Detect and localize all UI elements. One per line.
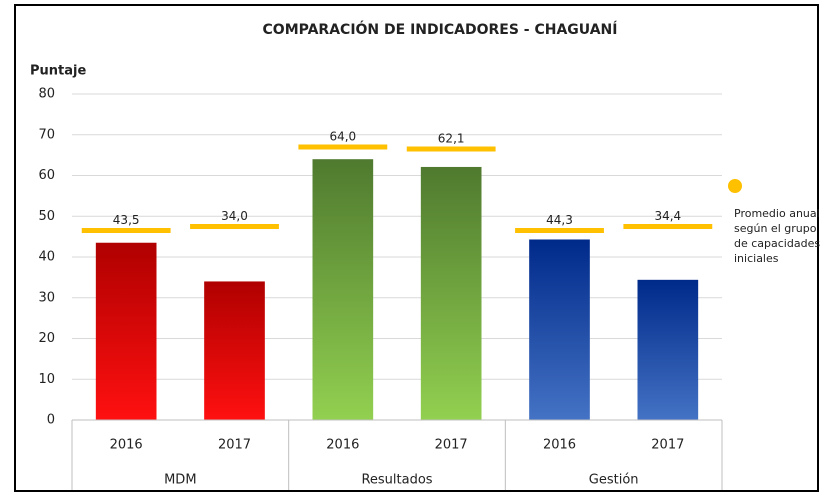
data-label: 34,4 xyxy=(654,209,681,223)
y-axis-label: Puntaje xyxy=(30,64,86,79)
bar xyxy=(637,279,699,420)
group-label: MDM xyxy=(164,473,196,488)
data-label: 34,0 xyxy=(221,209,248,223)
chart-title: COMPARACIÓN DE INDICADORES - CHAGUANÍ xyxy=(263,20,618,38)
y-tick-label: 10 xyxy=(38,372,55,387)
y-tick-label: 70 xyxy=(38,127,55,142)
legend-label: Promedio anual según el grupo de capacid… xyxy=(734,207,821,265)
legend-marker xyxy=(728,179,742,193)
x-tick-label: 2016 xyxy=(543,438,576,453)
x-tick-label: 2017 xyxy=(435,438,468,453)
data-label: 62,1 xyxy=(438,132,465,146)
y-tick-label: 0 xyxy=(47,413,55,428)
y-tick-label: 50 xyxy=(38,209,55,224)
x-tick-label: 2017 xyxy=(651,438,684,453)
y-tick-label: 40 xyxy=(38,250,55,265)
bar xyxy=(529,239,590,420)
x-tick-label: 2016 xyxy=(110,438,143,453)
group-label: Gestión xyxy=(589,473,639,488)
data-label: 64,0 xyxy=(329,129,356,143)
bar xyxy=(312,159,374,420)
bar xyxy=(420,166,482,420)
x-tick-label: 2016 xyxy=(326,438,359,453)
y-tick-label: 30 xyxy=(38,290,55,305)
bar xyxy=(95,242,157,420)
data-label: 43,5 xyxy=(113,213,140,227)
y-tick-label: 80 xyxy=(38,87,55,102)
bar xyxy=(204,281,265,420)
group-label: Resultados xyxy=(361,473,432,488)
x-tick-label: 2017 xyxy=(218,438,251,453)
y-tick-label: 60 xyxy=(38,168,55,183)
y-tick-label: 20 xyxy=(38,331,55,346)
data-label: 44,3 xyxy=(546,213,573,227)
